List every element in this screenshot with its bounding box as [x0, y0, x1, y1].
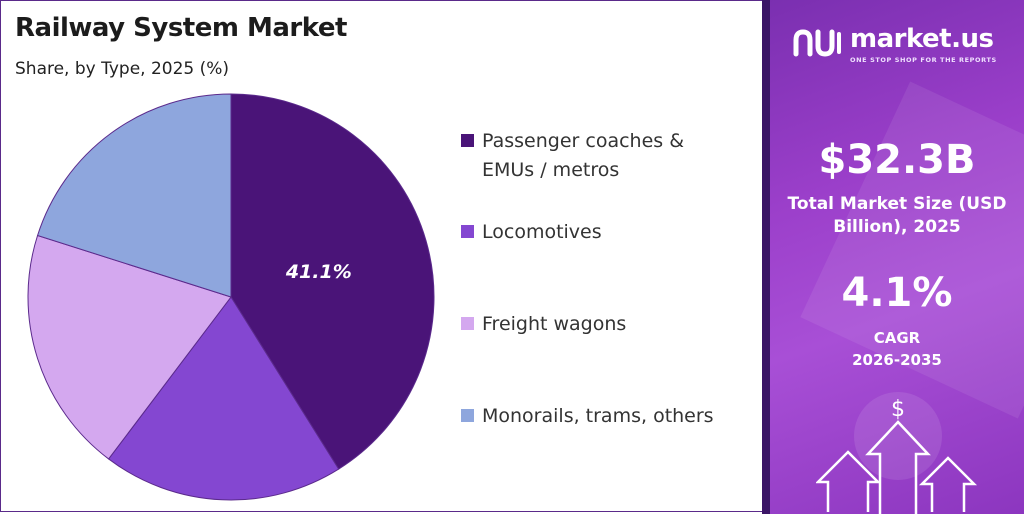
legend-item-monorails: Monorails, trams, others: [461, 402, 732, 431]
market-size-label: Total Market Size (USD Billion), 2025: [787, 194, 1007, 237]
logo-tagline: ONE STOP SHOP FOR THE REPORTS: [850, 56, 997, 64]
legend-swatch-locomotives: [461, 225, 474, 238]
pie-slice-label-0: 41.1%: [285, 261, 352, 283]
cagr-value: 4.1%: [841, 270, 953, 316]
market-size-value: $32.3B: [818, 137, 976, 183]
pie-slice-0: [230, 93, 435, 470]
dollar-sign-icon: $: [891, 397, 905, 422]
cagr-label-line1: CAGR: [873, 329, 921, 347]
legend-label-passenger: Passenger coaches & EMUs / metros: [482, 130, 685, 181]
chart-title: Railway System Market: [15, 13, 347, 43]
legend-swatch-monorails: [461, 409, 474, 422]
pie-slice-1: [107, 296, 340, 501]
legend-item-passenger: Passenger coaches & EMUs / metros: [461, 127, 732, 185]
pie-slice-3: [36, 93, 232, 298]
legend-label-locomotives: Locomotives: [482, 221, 602, 243]
pie-chart: 41.1%: [27, 93, 435, 501]
legend-label-monorails: Monorails, trams, others: [482, 405, 714, 427]
chart-subtitle: Share, by Type, 2025 (%): [15, 59, 230, 79]
pie-slice-2: [27, 234, 232, 460]
legend-item-locomotives: Locomotives: [461, 218, 732, 247]
legend-swatch-freight: [461, 317, 474, 330]
legend-item-freight: Freight wagons: [461, 310, 732, 339]
legend-swatch-passenger: [461, 134, 474, 147]
logo-wordmark: market.us: [850, 24, 994, 54]
brand-logo: market.us ONE STOP SHOP FOR THE REPORTS: [792, 24, 1012, 68]
growth-arrows-icon: $: [816, 392, 978, 514]
chart-panel: Railway System Market Share, by Type, 20…: [0, 0, 762, 512]
cagr-label-line2: 2026-2035: [852, 351, 942, 369]
market-us-logo-icon: [793, 29, 841, 57]
legend-label-freight: Freight wagons: [482, 313, 627, 335]
summary-sidebar: market.us ONE STOP SHOP FOR THE REPORTS …: [762, 0, 1024, 514]
cagr-label: CAGR 2026-2035: [770, 327, 1024, 371]
